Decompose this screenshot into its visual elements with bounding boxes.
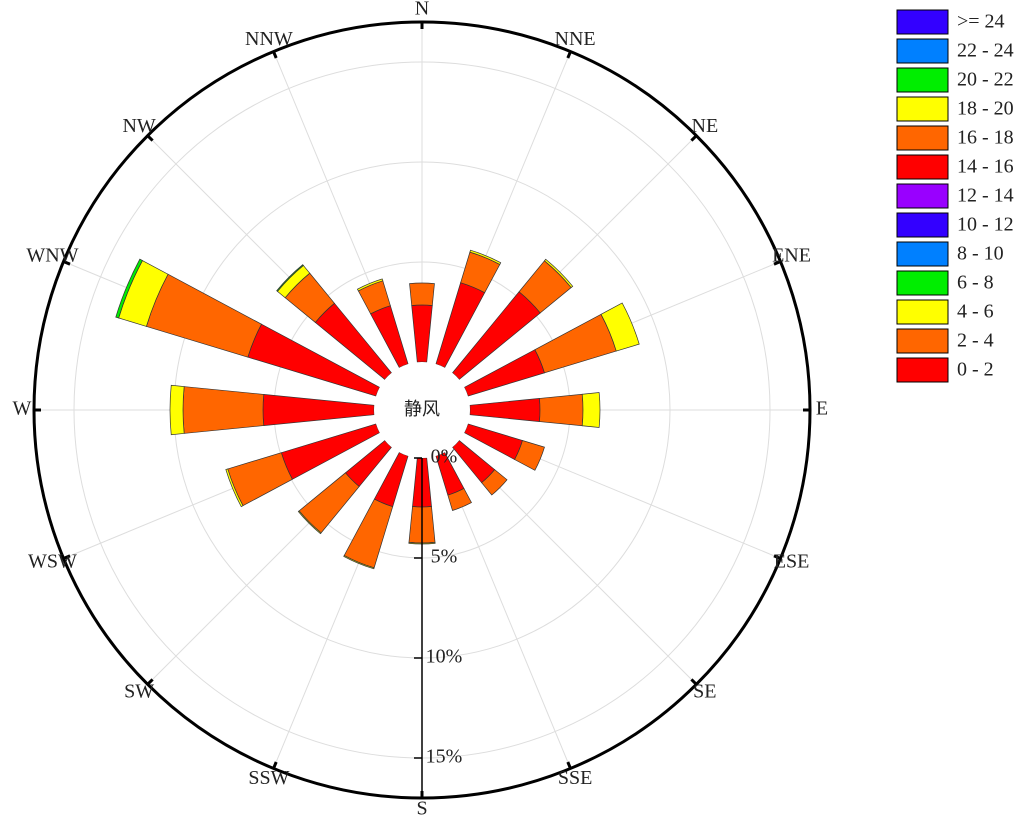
legend-label: 0 - 2 — [957, 359, 994, 381]
wind-segment — [581, 392, 601, 428]
wind-segment — [343, 555, 375, 570]
legend-label: 6 - 8 — [957, 272, 994, 294]
direction-tick — [690, 134, 698, 142]
direction-tick — [272, 761, 278, 770]
direction-label: SE — [693, 680, 716, 702]
radial-tick-label: 15% — [426, 746, 463, 768]
direction-tick — [62, 260, 71, 266]
legend-label: 12 - 14 — [957, 185, 1014, 207]
wind-segment — [343, 498, 394, 569]
legend-swatch — [896, 154, 949, 180]
wind-segment — [262, 394, 375, 426]
calm-label: 静风 — [404, 399, 440, 420]
direction-label: N — [415, 0, 429, 20]
direction-tick — [566, 50, 572, 59]
legend-swatch — [896, 38, 949, 64]
legend-swatch — [896, 212, 949, 238]
legend-label: >= 24 — [957, 11, 1005, 33]
legend-swatch — [896, 96, 949, 122]
radial-tick-label: 10% — [426, 646, 463, 668]
legend-swatch — [896, 9, 949, 35]
wind-segment — [297, 510, 322, 535]
direction-label: SSE — [558, 767, 592, 789]
direction-tick — [690, 678, 698, 686]
direction-tick — [62, 554, 71, 560]
direction-label: E — [816, 398, 828, 420]
legend-swatch — [896, 241, 949, 267]
direction-label: S — [416, 798, 427, 820]
direction-label: NW — [122, 115, 155, 137]
wind-segment — [469, 249, 502, 265]
direction-label: NNW — [245, 28, 293, 50]
wind-segment — [469, 398, 541, 422]
wind-segment — [539, 393, 584, 427]
legend-label: 14 - 16 — [957, 156, 1014, 178]
wind-segment — [481, 469, 508, 496]
radial-tick-label: 0% — [431, 446, 458, 468]
legend-swatch — [896, 270, 949, 296]
legend-label: 18 - 20 — [957, 98, 1014, 120]
direction-tick — [566, 761, 572, 770]
wind-segment — [356, 278, 384, 292]
wind-segment — [543, 258, 574, 289]
direction-tick — [146, 134, 154, 142]
direction-tick — [272, 50, 278, 59]
direction-label: WNW — [26, 245, 78, 267]
direction-label: W — [13, 398, 32, 420]
legend-label: 8 - 10 — [957, 243, 1004, 265]
wind-segment — [411, 304, 433, 363]
legend-swatch — [896, 125, 949, 151]
radial-tick-label: 5% — [431, 546, 458, 568]
wind-segment — [514, 440, 545, 471]
legend-label: 4 - 6 — [957, 301, 994, 323]
legend-label: 10 - 12 — [957, 214, 1014, 236]
legend-swatch — [896, 357, 949, 383]
wind-segment — [225, 468, 244, 508]
legend-swatch — [896, 328, 949, 354]
direction-label: SSW — [248, 767, 289, 789]
wind-segment — [447, 488, 472, 511]
legend-label: 2 - 4 — [957, 330, 994, 352]
wind-segment — [534, 313, 617, 374]
direction-label: WSW — [28, 551, 77, 573]
wind-segment — [600, 302, 640, 352]
legend-label: 20 - 22 — [957, 69, 1014, 91]
wind-segment — [115, 258, 143, 319]
direction-label: NE — [692, 115, 719, 137]
wind-segment — [182, 386, 265, 434]
calm-circle — [374, 362, 470, 458]
legend-label: 22 - 24 — [957, 40, 1014, 62]
direction-label: SW — [124, 680, 154, 702]
legend-swatch — [896, 183, 949, 209]
wind-segment — [276, 264, 304, 292]
direction-label: ENE — [772, 245, 811, 267]
legend-swatch — [896, 67, 949, 93]
direction-label: NNE — [555, 28, 596, 50]
direction-tick — [773, 260, 782, 266]
direction-tick — [146, 678, 154, 686]
legend-swatch — [896, 299, 949, 325]
wind-segment — [145, 273, 262, 358]
wind-segment — [169, 384, 185, 436]
wind-segment — [409, 282, 435, 306]
direction-tick — [773, 554, 782, 560]
legend-label: 16 - 18 — [957, 127, 1014, 149]
direction-label: ESE — [774, 551, 810, 573]
